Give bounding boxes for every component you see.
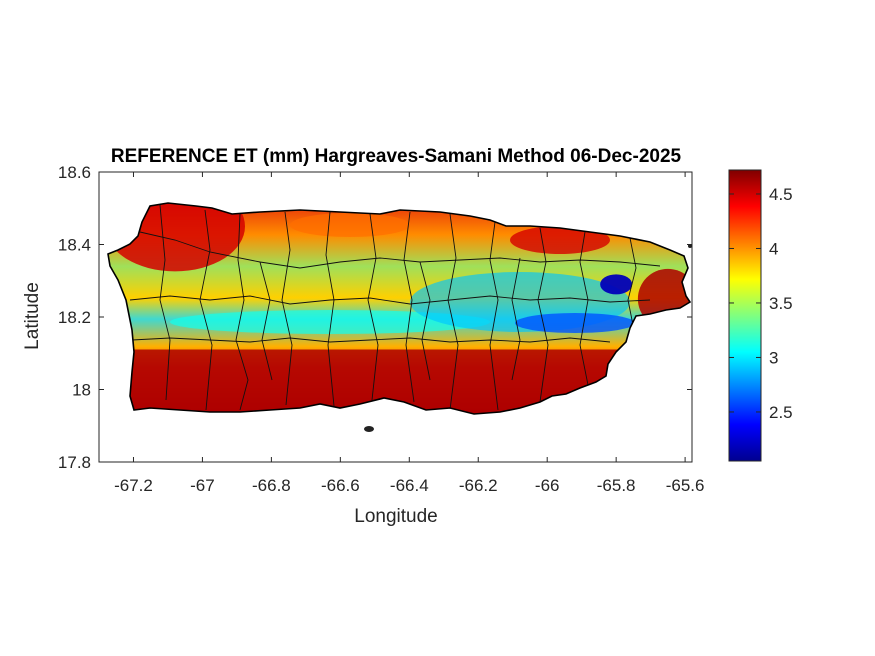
et-map (107, 202, 692, 432)
colorbar-tick-label: 2.5 (769, 403, 793, 422)
x-tick-label: -65.8 (597, 476, 636, 495)
colorbar: 2.5 3 3.5 4 4.5 (728, 169, 793, 462)
municipal-border (235, 213, 249, 411)
y-axis: 17.8 18 18.2 18.4 18.6 (58, 163, 692, 472)
municipal-border (511, 257, 521, 381)
x-tick-label: -66.2 (459, 476, 498, 495)
north-central-patch (290, 213, 410, 237)
colorbar-tick-label: 3.5 (769, 294, 793, 313)
y-tick-label: 17.8 (58, 453, 91, 472)
et-patches (108, 203, 690, 414)
municipal-border (159, 204, 171, 401)
y-tick-label: 18.2 (58, 308, 91, 327)
municipal-border (259, 261, 273, 381)
municipal-border (281, 211, 293, 406)
colorbar-tick-label: 3 (769, 348, 778, 367)
x-tick-label: -65.6 (666, 476, 705, 495)
x-axis-label: Longitude (354, 506, 437, 527)
cool-valley-patch (515, 313, 635, 333)
x-tick-label: -67.2 (114, 476, 153, 495)
municipal-border (199, 209, 213, 411)
colorbar-tick-label: 4.5 (769, 185, 793, 204)
northeast-cool-patch (600, 274, 633, 295)
x-tick-label: -66 (535, 476, 560, 495)
municipal-border (419, 261, 431, 381)
municipal-border (627, 237, 637, 331)
municipal-border (139, 231, 661, 269)
x-tick-label: -67 (190, 476, 215, 495)
municipal-boundaries (129, 204, 661, 411)
municipal-border (403, 211, 415, 403)
y-tick-label: 18.6 (58, 163, 91, 182)
y-tick-label: 18 (72, 381, 91, 400)
x-tick-label: -66.4 (390, 476, 429, 495)
y-tick-label: 18.4 (58, 236, 91, 255)
municipal-border (537, 227, 549, 403)
island-coastline (107, 202, 692, 415)
municipal-border (325, 211, 335, 407)
x-axis: -67.2 -67 -66.8 -66.6 -66.4 -66.2 -66 -65.8 -65.… (114, 172, 704, 495)
caja-de-muertos-island (364, 426, 374, 432)
municipal-border (131, 337, 611, 343)
municipal-border (489, 221, 499, 411)
municipal-border (129, 295, 651, 305)
municipal-border (579, 231, 589, 386)
y-axis-label: Latitude (22, 282, 43, 350)
colorbar-ticks: 2.5 3 3.5 4 4.5 (729, 185, 793, 422)
municipal-border (367, 213, 379, 401)
colorbar-gradient (728, 169, 762, 462)
x-tick-label: -66.6 (321, 476, 360, 495)
municipal-border (447, 213, 459, 411)
chart-title: REFERENCE ET (mm) Hargreaves-Samani Meth… (111, 146, 682, 167)
x-tick-label: -66.8 (252, 476, 291, 495)
colorbar-tick-label: 4 (769, 239, 778, 258)
plot-area: -67.2 -67 -66.8 -66.6 -66.4 -66.2 -66 -65.8 -65.… (22, 163, 704, 527)
